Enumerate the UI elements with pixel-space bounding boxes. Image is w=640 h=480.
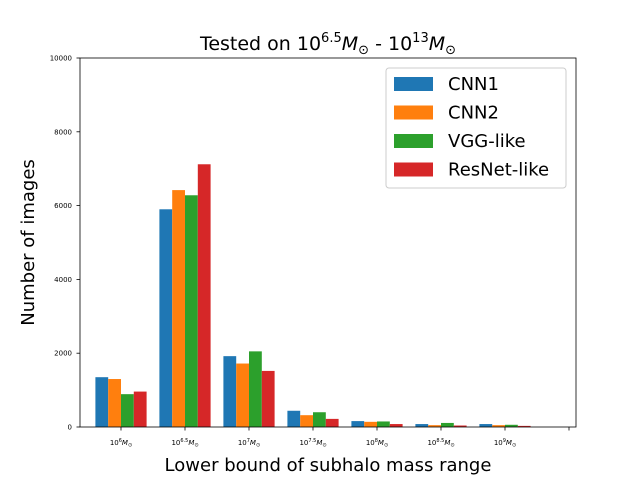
- plot-frame: [79, 57, 577, 428]
- bar-resnet-like-0: [133, 391, 147, 427]
- bar-vgg-like-3: [313, 412, 326, 427]
- bar-resnet-like-6: [517, 425, 531, 427]
- bar-vgg-like-6: [505, 424, 518, 427]
- legend: CNN1 CNN2 VGG-like ResNet-like: [385, 67, 567, 189]
- bar-cnn1-2: [223, 356, 237, 427]
- bar-cnn2-6: [492, 425, 505, 427]
- labels-group: 0 2000 4000 6000 8000 10000 106M⊙ 106.5M⊙ 107M⊙ 1…: [18, 31, 516, 476]
- x-tick-label-6: 109M⊙: [494, 438, 516, 449]
- x-tick-label-2: 107M⊙: [238, 438, 260, 449]
- chart-title: Tested on 106.5M⊙ - 1013M⊙: [199, 31, 456, 58]
- bar-cnn1-6: [479, 424, 493, 427]
- bar-cnn2-1: [172, 190, 185, 427]
- legend-label-0: CNN1: [448, 74, 499, 95]
- y-axis-label: Number of images: [18, 159, 39, 326]
- bar-resnet-like-1: [197, 164, 211, 427]
- x-tick-label-1: 106.5M⊙: [171, 438, 198, 449]
- bar-resnet-like-4: [389, 424, 403, 427]
- legend-swatch-1: [394, 105, 433, 120]
- y-tick-label-2: 4000: [54, 276, 72, 284]
- bar-cnn2-2: [236, 363, 249, 427]
- bars-group: [95, 164, 531, 427]
- legend-swatch-3: [394, 162, 433, 177]
- bar-cnn1-5: [415, 424, 429, 427]
- bar-cnn1-1: [159, 209, 173, 427]
- y-tick-label-3: 6000: [54, 202, 72, 210]
- x-tick-label-5: 108.5M⊙: [427, 438, 454, 449]
- bar-vgg-like-5: [441, 422, 454, 427]
- x-tick-label-4: 108M⊙: [366, 438, 388, 449]
- bar-cnn1-3: [287, 410, 301, 427]
- bar-cnn2-3: [300, 415, 313, 427]
- bar-vgg-like-1: [185, 195, 198, 427]
- legend-swatch-0: [394, 77, 433, 91]
- legend-swatch-2: [394, 134, 433, 148]
- bar-cnn2-4: [364, 421, 377, 427]
- bar-resnet-like-2: [261, 370, 275, 427]
- bar-cnn2-5: [428, 425, 441, 427]
- y-tick-label-5: 10000: [50, 55, 72, 63]
- y-tick-label-1: 2000: [54, 350, 72, 358]
- y-tick-label-4: 8000: [54, 128, 72, 136]
- bar-cnn1-4: [351, 421, 365, 427]
- bar-cnn1-0: [95, 377, 109, 427]
- axes-group: [76, 57, 577, 431]
- bar-resnet-like-5: [453, 425, 467, 427]
- bar-vgg-like-2: [249, 351, 262, 427]
- x-tick-label-3: 107.5M⊙: [299, 438, 326, 449]
- legend-box: [385, 67, 567, 189]
- legend-label-1: CNN2: [448, 103, 499, 124]
- legend-label-2: VGG-like: [448, 131, 526, 152]
- bar-vgg-like-0: [121, 394, 134, 427]
- y-tick-label-0: 0: [68, 424, 72, 432]
- x-tick-label-0: 106M⊙: [110, 438, 132, 449]
- legend-label-3: ResNet-like: [448, 160, 549, 181]
- bar-resnet-like-3: [325, 418, 339, 427]
- x-axis-label: Lower bound of subhalo mass range: [165, 455, 492, 476]
- bar-vgg-like-4: [377, 421, 390, 427]
- bar-cnn2-0: [108, 379, 121, 427]
